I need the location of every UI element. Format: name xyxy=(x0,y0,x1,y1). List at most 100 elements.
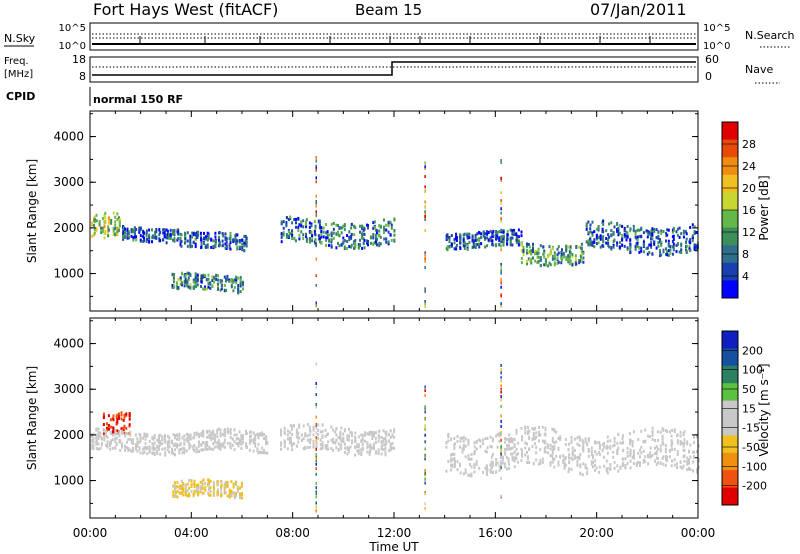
scatter-cell xyxy=(651,229,654,233)
scatter-cell xyxy=(385,237,388,241)
scatter-cell xyxy=(592,461,594,464)
scatter-cell xyxy=(655,236,658,240)
scatter-cell xyxy=(190,483,193,487)
scatter-cell xyxy=(576,463,579,467)
scatter-cell xyxy=(233,496,236,500)
speckle-cell xyxy=(424,287,426,291)
scatter-cell xyxy=(640,451,643,455)
scatter-cell xyxy=(469,474,471,477)
scatter-cell xyxy=(232,239,235,242)
scatter-cell xyxy=(305,220,307,224)
scatter-cell xyxy=(146,433,149,436)
scatter-cell xyxy=(206,447,209,451)
scatter-cell xyxy=(241,238,244,242)
scatter-cell xyxy=(393,428,396,432)
colorbar-tick-label: 100 xyxy=(742,364,763,377)
scatter-cell xyxy=(616,229,619,233)
scatter-cell xyxy=(621,243,624,247)
scatter-cell xyxy=(666,430,669,434)
scatter-cell xyxy=(632,454,635,458)
scatter-cell xyxy=(363,239,366,243)
scatter-cell xyxy=(659,249,661,252)
scatter-cell xyxy=(645,229,648,233)
scatter-cell xyxy=(95,213,98,217)
speckle-cell xyxy=(500,176,502,180)
scatter-cell xyxy=(148,228,151,232)
scatter-cell xyxy=(346,234,349,237)
scatter-cell xyxy=(388,439,390,443)
scatter-cell xyxy=(372,226,375,230)
scatter-cell xyxy=(450,437,452,441)
scatter-cell xyxy=(586,467,589,471)
scatter-cell xyxy=(157,447,160,451)
scatter-cell xyxy=(537,260,540,264)
scatter-cell xyxy=(346,446,349,449)
noise-sky-label: N.Sky xyxy=(4,32,36,45)
scatter-cell xyxy=(338,244,341,248)
scatter-cell xyxy=(180,479,183,483)
scatter-cell xyxy=(559,438,562,441)
scatter-cell xyxy=(183,447,186,451)
scatter-cell xyxy=(464,455,467,459)
scatter-cell xyxy=(123,431,126,435)
scatter-cell xyxy=(631,455,634,459)
speckle-cell xyxy=(500,446,502,450)
scatter-cell xyxy=(93,231,96,235)
scatter-cell xyxy=(553,251,556,255)
scatter-cell xyxy=(665,247,667,251)
scatter-cell xyxy=(489,435,492,439)
scatter-cell xyxy=(579,254,582,258)
scatter-cell xyxy=(570,457,573,460)
scatter-cell xyxy=(574,254,577,258)
scatter-cell xyxy=(644,459,647,463)
scatter-cell xyxy=(231,437,234,441)
scatter-cell xyxy=(163,233,166,237)
scatter-cell xyxy=(575,262,578,266)
scatter-cell xyxy=(495,458,498,461)
scatter-cell xyxy=(647,462,650,466)
scatter-cell xyxy=(464,468,467,472)
scatter-cell xyxy=(642,242,645,246)
scatter-cell xyxy=(340,243,343,247)
speckle-cell xyxy=(315,362,317,366)
scatter-cell xyxy=(126,446,128,450)
scatter-cell xyxy=(361,231,364,235)
scatter-cell xyxy=(240,442,243,446)
scatter-cell xyxy=(470,465,473,469)
scatter-cell xyxy=(225,288,228,292)
scatter-cell xyxy=(174,491,177,495)
scatter-cell xyxy=(593,240,596,244)
scatter-cell xyxy=(239,496,242,500)
scatter-cell xyxy=(579,463,582,467)
scatter-cell xyxy=(526,242,528,246)
scatter-cell xyxy=(208,433,211,437)
scatter-cell xyxy=(543,439,546,443)
scatter-cell xyxy=(166,229,169,233)
scatter-cell xyxy=(685,249,688,253)
freq-unit-label: [MHz] xyxy=(4,69,33,80)
scatter-cell xyxy=(534,249,537,253)
scatter-cell xyxy=(564,438,567,441)
scatter-cell xyxy=(688,461,690,465)
scatter-cell xyxy=(453,437,456,440)
scatter-cell xyxy=(666,250,669,254)
scatter-cell xyxy=(451,458,454,462)
scatter-cell xyxy=(177,286,180,290)
scatter-cell xyxy=(265,451,268,455)
scatter-cell xyxy=(332,428,335,432)
scatter-cell xyxy=(484,237,487,241)
scatter-cell xyxy=(223,445,226,449)
scatter-cell xyxy=(536,260,539,264)
scatter-cell xyxy=(532,242,534,246)
y-tick-label: 1000 xyxy=(53,474,84,488)
scatter-cell xyxy=(616,452,619,456)
scatter-cell xyxy=(124,448,126,452)
scatter-cell xyxy=(151,436,154,440)
scatter-cell xyxy=(339,437,342,441)
scatter-cell xyxy=(580,249,583,253)
scatter-cell xyxy=(109,418,112,422)
scatter-cell xyxy=(513,450,516,454)
scatter-cell xyxy=(459,436,462,440)
scatter-cell xyxy=(453,452,456,456)
speckle-cell xyxy=(424,185,426,189)
